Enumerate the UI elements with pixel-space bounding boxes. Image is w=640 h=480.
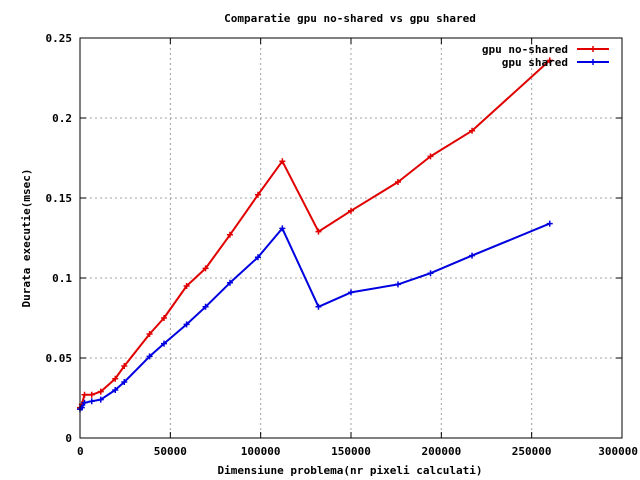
series-gpu-shared xyxy=(77,220,553,413)
data-point xyxy=(88,398,95,405)
x-tick-label: 50000 xyxy=(154,445,187,458)
series-line-gpu-shared xyxy=(79,222,551,410)
data-point xyxy=(469,127,476,134)
legend-marker-gpu-no-shared xyxy=(590,46,596,52)
y-tick-label: 0.15 xyxy=(46,192,73,205)
legend-label-gpu-shared: gpu shared xyxy=(502,56,568,69)
data-point xyxy=(226,279,233,286)
series-lines xyxy=(77,57,553,413)
data-point xyxy=(469,252,476,259)
axis-ticks: 0 0.05 0.1 0.15 0.2 0.25 0 50000 100000 150000 200… xyxy=(46,32,639,458)
data-point xyxy=(254,191,261,198)
x-axis-label: Dimensiune problema(nr pixeli calculati) xyxy=(218,464,483,477)
x-tick-label: 200000 xyxy=(421,445,461,458)
data-point xyxy=(279,158,286,165)
data-point xyxy=(226,231,233,238)
data-point xyxy=(183,283,190,289)
grid xyxy=(80,38,622,438)
data-point xyxy=(146,353,153,360)
data-point xyxy=(394,179,401,185)
data-point xyxy=(112,375,119,382)
data-point xyxy=(202,303,209,310)
x-tick-label: 150000 xyxy=(331,445,371,458)
data-point xyxy=(348,207,354,214)
chart-title: Comparatie gpu no-shared vs gpu shared xyxy=(224,12,476,25)
legend-marker-gpu-shared xyxy=(590,59,596,65)
legend-label-gpu-no-shared: gpu no-shared xyxy=(482,43,568,56)
data-point xyxy=(202,265,209,272)
data-point xyxy=(279,225,286,232)
data-point xyxy=(546,57,553,64)
data-point xyxy=(88,391,95,398)
data-point xyxy=(121,363,128,369)
y-axis-label: Durata executie(msec) xyxy=(20,168,33,307)
x-tick-label: 0 xyxy=(77,445,84,458)
data-point xyxy=(161,340,168,347)
y-tick-label: 0.05 xyxy=(46,352,73,365)
data-point xyxy=(427,270,434,277)
data-point xyxy=(81,399,88,406)
plot-frame xyxy=(79,37,623,439)
data-point xyxy=(112,387,119,393)
data-point xyxy=(546,220,553,227)
series-gpu-no-shared xyxy=(77,57,553,411)
y-tick-label: 0.25 xyxy=(46,32,73,45)
y-tick-label: 0.2 xyxy=(52,112,72,125)
data-point xyxy=(81,391,88,398)
data-point xyxy=(121,379,128,385)
data-point xyxy=(348,289,354,296)
data-point xyxy=(394,281,401,288)
x-tick-label: 100000 xyxy=(241,445,281,458)
data-point xyxy=(427,153,434,160)
x-tick-label: 300000 xyxy=(598,445,638,458)
data-point xyxy=(315,303,322,310)
data-point xyxy=(146,331,153,337)
data-point xyxy=(315,228,322,235)
data-point xyxy=(161,315,168,321)
y-tick-label: 0 xyxy=(65,432,72,445)
data-point xyxy=(183,321,190,328)
data-point xyxy=(97,388,104,395)
data-point xyxy=(97,396,104,403)
y-tick-label: 0.1 xyxy=(52,272,72,285)
x-tick-label: 250000 xyxy=(512,445,552,458)
data-point xyxy=(254,254,261,261)
